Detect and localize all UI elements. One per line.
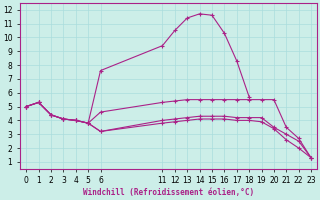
- X-axis label: Windchill (Refroidissement éolien,°C): Windchill (Refroidissement éolien,°C): [83, 188, 254, 197]
